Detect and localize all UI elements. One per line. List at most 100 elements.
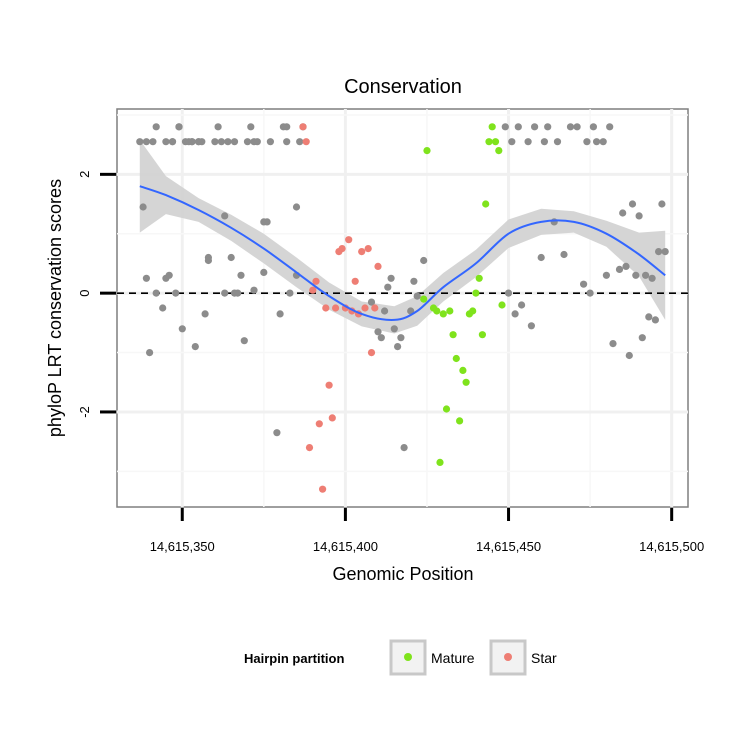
data-point-other	[648, 274, 656, 282]
data-point-star	[361, 304, 369, 312]
data-point-other	[204, 256, 212, 265]
data-point-mature	[449, 331, 457, 339]
data-point-other	[531, 123, 539, 131]
data-point-star	[305, 444, 314, 452]
data-point-other	[175, 123, 183, 131]
data-point-star	[319, 485, 327, 493]
data-point-star	[315, 420, 323, 428]
smooth-line-group	[139, 185, 666, 321]
data-point-mature	[472, 289, 480, 297]
data-point-other	[580, 280, 588, 288]
data-point-other	[632, 271, 640, 279]
data-point-other	[195, 138, 203, 146]
data-point-star	[332, 304, 340, 312]
data-point-other	[524, 138, 532, 146]
data-point-other	[136, 138, 144, 146]
data-point-other	[149, 138, 157, 146]
data-point-other	[221, 212, 229, 220]
data-point-other	[142, 274, 150, 282]
data-point-other	[201, 310, 209, 318]
data-point-other	[168, 138, 177, 146]
data-point-other	[642, 271, 650, 279]
data-point-other	[400, 444, 408, 452]
data-point-other	[292, 203, 301, 211]
legend-marker-mature	[404, 653, 412, 661]
data-point-other	[589, 123, 598, 131]
data-point-other	[230, 289, 239, 297]
data-point-mature	[475, 274, 483, 282]
data-point-other	[172, 289, 180, 297]
data-point-other	[152, 123, 160, 131]
legend-title: Hairpin partition	[244, 651, 344, 666]
grid-lines	[117, 109, 688, 507]
data-point-other	[384, 283, 392, 291]
data-point-other	[628, 200, 637, 208]
data-point-other	[602, 271, 611, 279]
data-point-other	[410, 277, 418, 285]
data-point-other	[518, 301, 526, 309]
data-point-mature	[456, 417, 464, 425]
data-point-mature	[469, 307, 477, 315]
data-point-other	[243, 138, 252, 146]
data-point-other	[286, 289, 294, 297]
data-point-other	[247, 123, 255, 131]
data-point-other	[146, 349, 154, 357]
data-point-other	[511, 310, 519, 318]
data-point-other	[504, 289, 513, 297]
data-point-other	[159, 304, 167, 312]
data-point-other	[635, 212, 643, 220]
data-point-mature	[423, 147, 431, 155]
data-point-other	[214, 123, 222, 131]
data-point-star	[351, 277, 359, 285]
data-point-other	[162, 138, 170, 146]
data-point-other	[296, 138, 304, 146]
data-point-mature	[485, 138, 493, 146]
data-point-star	[312, 277, 320, 285]
data-point-other	[374, 328, 382, 336]
data-points	[136, 123, 669, 493]
data-point-mature	[462, 378, 470, 386]
data-point-star	[302, 138, 310, 146]
y-tick-label: -2	[77, 406, 92, 418]
data-point-other	[387, 274, 395, 282]
data-point-other	[253, 138, 261, 146]
chart-title: Conservation	[344, 76, 462, 98]
data-point-other	[211, 138, 219, 146]
data-point-other	[283, 138, 291, 146]
data-point-other	[599, 138, 607, 146]
data-point-mature	[439, 310, 447, 318]
data-point-star	[309, 286, 317, 294]
x-tick-label: 14,615,350	[150, 539, 215, 554]
legend-label-star: Star	[531, 650, 557, 666]
smooth-trend-line	[139, 185, 666, 321]
data-point-mature	[420, 295, 428, 303]
data-point-mature	[482, 200, 490, 208]
x-tick-label: 14,615,450	[476, 539, 541, 554]
y-tick-label: 2	[77, 171, 92, 178]
data-point-star	[345, 236, 353, 244]
data-point-other	[139, 203, 147, 211]
data-point-other	[260, 218, 268, 226]
data-point-other	[553, 138, 562, 146]
data-point-other	[377, 334, 385, 342]
data-point-other	[586, 289, 594, 297]
data-point-other	[276, 310, 284, 318]
data-point-star	[374, 262, 382, 270]
data-point-other	[420, 256, 428, 265]
data-point-mature	[495, 147, 503, 155]
data-point-other	[237, 271, 245, 279]
data-point-mature	[446, 307, 454, 315]
data-point-other	[152, 289, 160, 297]
data-point-other	[540, 138, 549, 146]
data-point-other	[615, 265, 624, 273]
data-point-other	[367, 298, 376, 306]
data-point-mature	[452, 354, 460, 363]
data-point-other	[260, 268, 268, 276]
data-point-star	[299, 123, 307, 131]
data-point-other	[501, 123, 509, 131]
x-axis-label: Genomic Position	[332, 564, 473, 584]
data-point-other	[191, 343, 199, 351]
y-tick-label: 0	[77, 289, 92, 296]
data-point-other	[655, 248, 663, 256]
data-point-mature	[459, 366, 467, 374]
